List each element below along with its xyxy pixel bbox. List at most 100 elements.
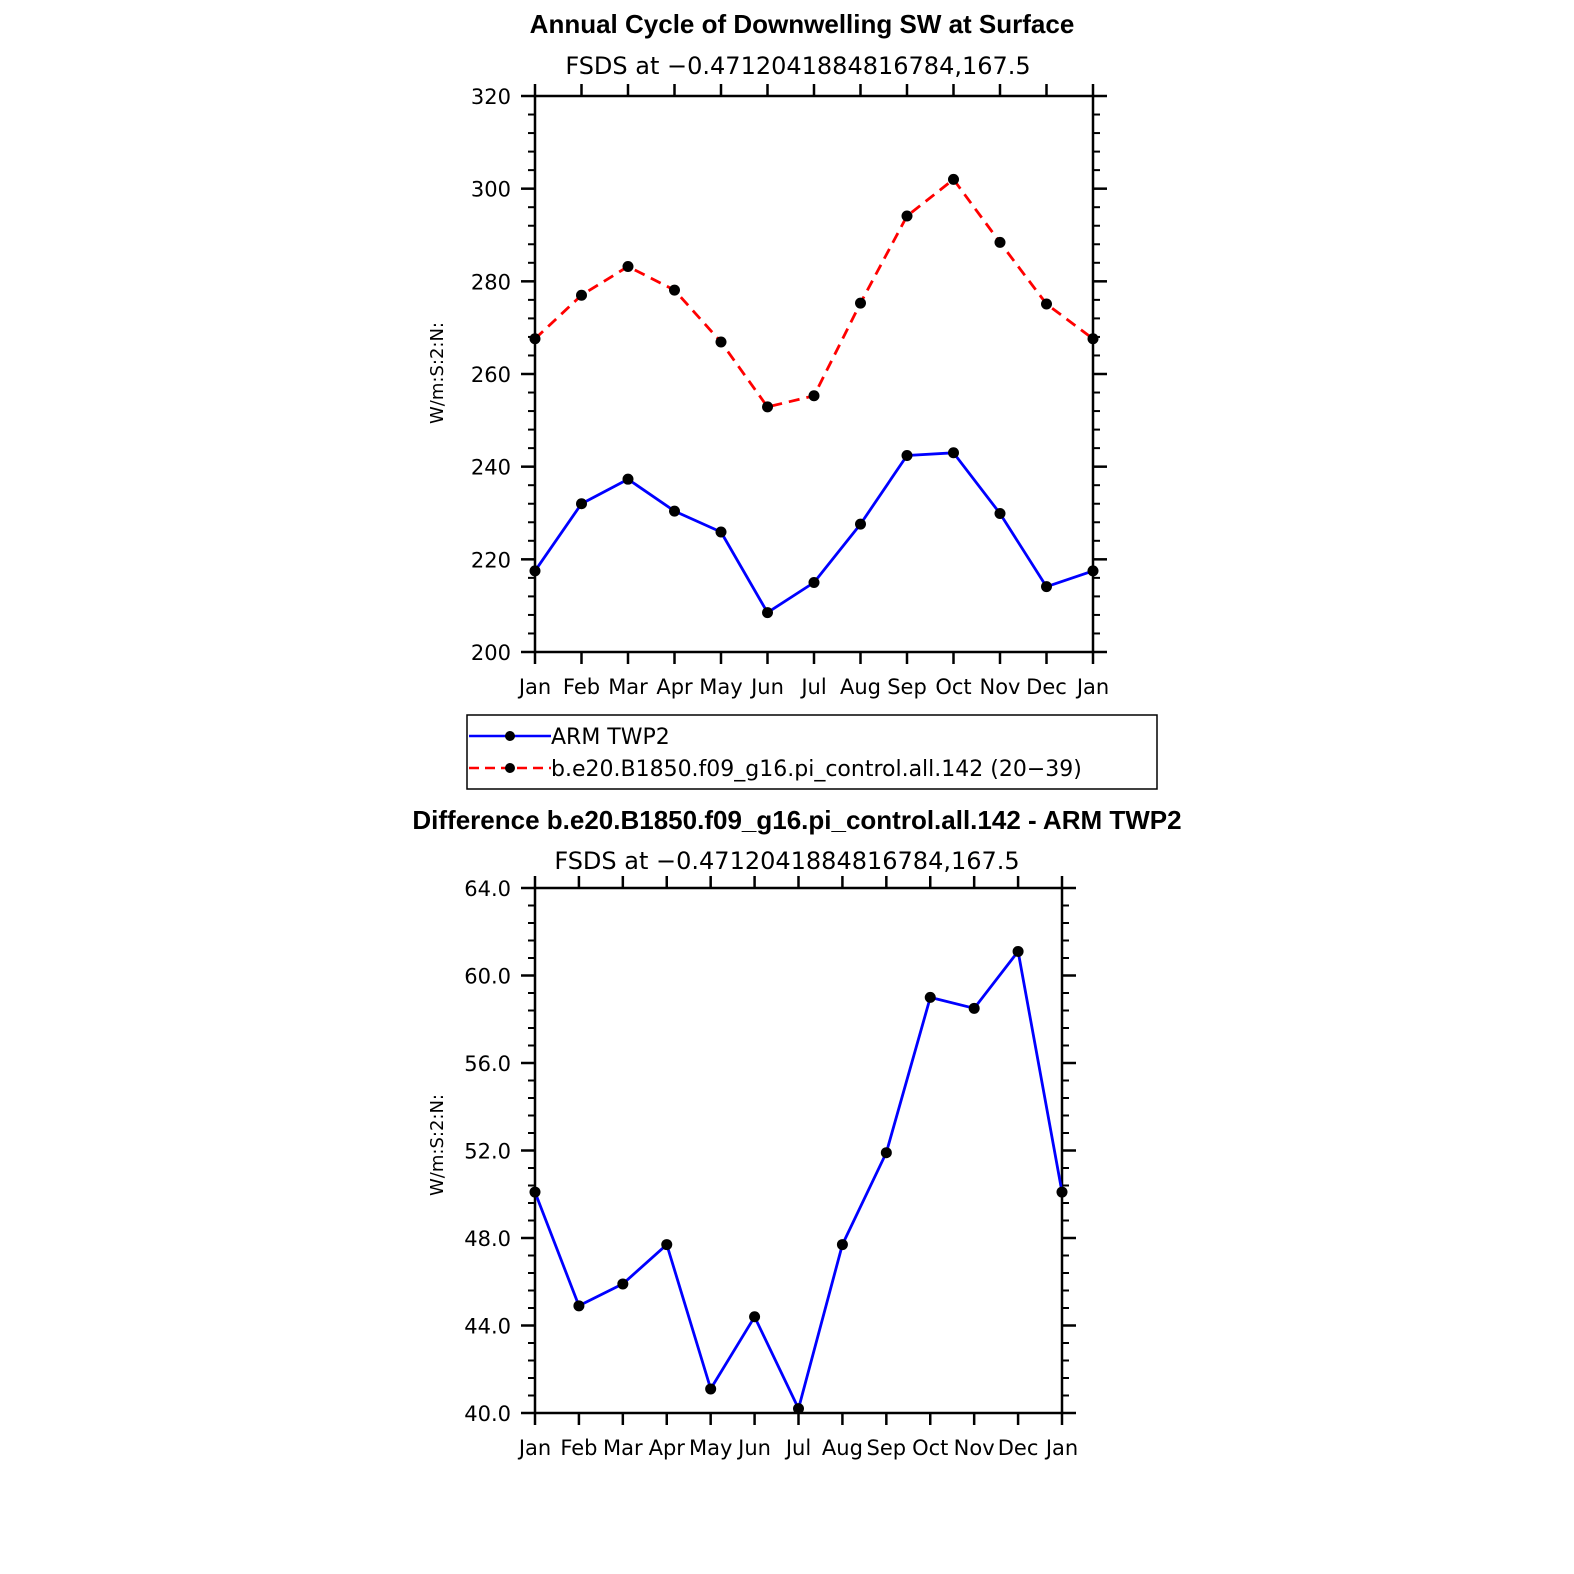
y-axis-label: W/m:S:2:N: <box>427 1094 448 1196</box>
plot-frame <box>533 886 1064 1415</box>
data-point <box>573 1300 585 1312</box>
data-point <box>1041 581 1052 593</box>
x-tick-label: Jan <box>517 675 551 699</box>
y-tick-label: 52.0 <box>464 1140 511 1164</box>
legend-swatch-marker <box>505 731 515 741</box>
data-point <box>855 518 866 530</box>
data-point <box>762 401 773 413</box>
data-point <box>901 210 913 222</box>
plot-marks <box>529 173 1099 619</box>
x-tick-label: Aug <box>840 675 881 699</box>
data-point <box>669 505 680 517</box>
x-tick-label: Oct <box>935 675 971 699</box>
chart-title: Annual Cycle of Downwelling SW at Surfac… <box>530 9 1075 39</box>
x-tick-label: May <box>689 1436 732 1460</box>
x-tick-label: Jul <box>799 675 826 699</box>
y-tick-label: 44.0 <box>464 1315 511 1339</box>
x-tick-label: Jan <box>1075 675 1109 699</box>
x-tick-label: Dec <box>1026 675 1067 699</box>
x-tick-label: Sep <box>887 675 927 699</box>
x-tick-label: Mar <box>603 1436 643 1460</box>
plot-frame <box>533 94 1095 654</box>
legend-swatch-marker <box>505 763 515 773</box>
data-point <box>855 297 866 309</box>
data-point <box>808 390 820 402</box>
data-point <box>762 607 773 619</box>
x-tick-label: May <box>699 675 742 699</box>
plot-axes: Jan Feb Mar Apr May Jun Jul Aug Sep Oct Nov Dec Jan2… <box>471 84 1109 699</box>
data-point <box>1056 1186 1068 1198</box>
plot-marks <box>529 945 1068 1415</box>
y-tick-label: 200 <box>471 641 511 665</box>
x-tick-label: Aug <box>822 1436 863 1460</box>
x-tick-label: Sep <box>867 1436 907 1460</box>
data-point <box>661 1239 673 1251</box>
x-tick-label: Feb <box>563 675 600 699</box>
x-tick-label: Mar <box>608 675 648 699</box>
x-tick-label: Jan <box>1044 1436 1078 1460</box>
y-tick-label: 48.0 <box>464 1227 511 1251</box>
data-point <box>836 1239 848 1251</box>
y-tick-label: 260 <box>471 363 511 387</box>
data-point <box>529 565 541 577</box>
data-point <box>901 450 913 462</box>
y-tick-label: 40.0 <box>464 1402 511 1426</box>
y-tick-label: 280 <box>471 270 511 294</box>
legend: ARM TWP2 b.e20.B1850.f09_g16.pi_control.… <box>466 714 1158 790</box>
data-point <box>529 333 541 345</box>
data-point <box>617 1278 629 1290</box>
data-point <box>924 991 936 1003</box>
data-point <box>622 473 634 485</box>
plot-axes: Jan Feb Mar Apr May Jun Jul Aug Sep Oct Nov Dec Jan4… <box>464 876 1078 1460</box>
data-point <box>529 1186 541 1198</box>
legend-label: b.e20.B1850.f09_g16.pi_control.all.142 (… <box>551 757 1082 782</box>
y-tick-label: 240 <box>471 456 511 480</box>
series-line <box>533 950 1064 1410</box>
y-axis-label: W/m:S:2:N: <box>427 322 448 424</box>
legend-entry: b.e20.B1850.f09_g16.pi_control.all.142 (… <box>469 757 1082 782</box>
x-tick-label: Apr <box>649 1436 686 1460</box>
difference-chart: Difference b.e20.B1850.f09_g16.pi_contro… <box>412 805 1181 1460</box>
data-point <box>705 1383 717 1395</box>
x-tick-label: Jun <box>749 675 784 699</box>
data-point <box>622 261 634 273</box>
legend-entry: ARM TWP2 <box>469 725 670 750</box>
x-tick-label: Apr <box>656 675 693 699</box>
x-tick-label: Feb <box>560 1436 597 1460</box>
chart-title: Difference b.e20.B1850.f09_g16.pi_contro… <box>412 805 1181 835</box>
y-tick-label: 220 <box>471 548 511 572</box>
data-point <box>793 1403 804 1415</box>
data-point <box>576 289 587 301</box>
legend-label: ARM TWP2 <box>551 725 670 750</box>
y-tick-label: 320 <box>471 85 511 109</box>
data-point <box>808 577 820 588</box>
data-point <box>880 1147 892 1159</box>
data-point <box>749 1311 761 1323</box>
data-point <box>1087 565 1099 577</box>
data-point <box>715 336 727 348</box>
x-tick-label: Oct <box>912 1436 948 1460</box>
y-tick-label: 300 <box>471 178 511 202</box>
x-tick-label: Nov <box>954 1436 995 1460</box>
data-point <box>994 236 1006 248</box>
data-point <box>1041 298 1052 310</box>
series-line <box>533 451 1094 614</box>
series-line <box>534 177 1094 409</box>
data-point <box>715 526 727 538</box>
y-tick-label: 64.0 <box>464 877 511 901</box>
data-point <box>669 284 680 296</box>
x-tick-label: Dec <box>998 1436 1039 1460</box>
x-tick-label: Jun <box>736 1436 771 1460</box>
data-point <box>994 507 1006 519</box>
data-point <box>576 498 587 510</box>
annual-cycle-chart: Annual Cycle of Downwelling SW at Surfac… <box>427 9 1109 699</box>
x-tick-label: Nov <box>980 675 1021 699</box>
legend-box <box>466 714 1158 790</box>
data-point <box>968 1002 980 1014</box>
chart-subtitle: FSDS at −0.4712041884816784,167.5 <box>554 847 1019 875</box>
data-point <box>948 173 959 185</box>
chart-subtitle: FSDS at −0.4712041884816784,167.5 <box>565 52 1030 80</box>
x-tick-label: Jan <box>517 1436 551 1460</box>
y-tick-label: 56.0 <box>464 1052 511 1076</box>
